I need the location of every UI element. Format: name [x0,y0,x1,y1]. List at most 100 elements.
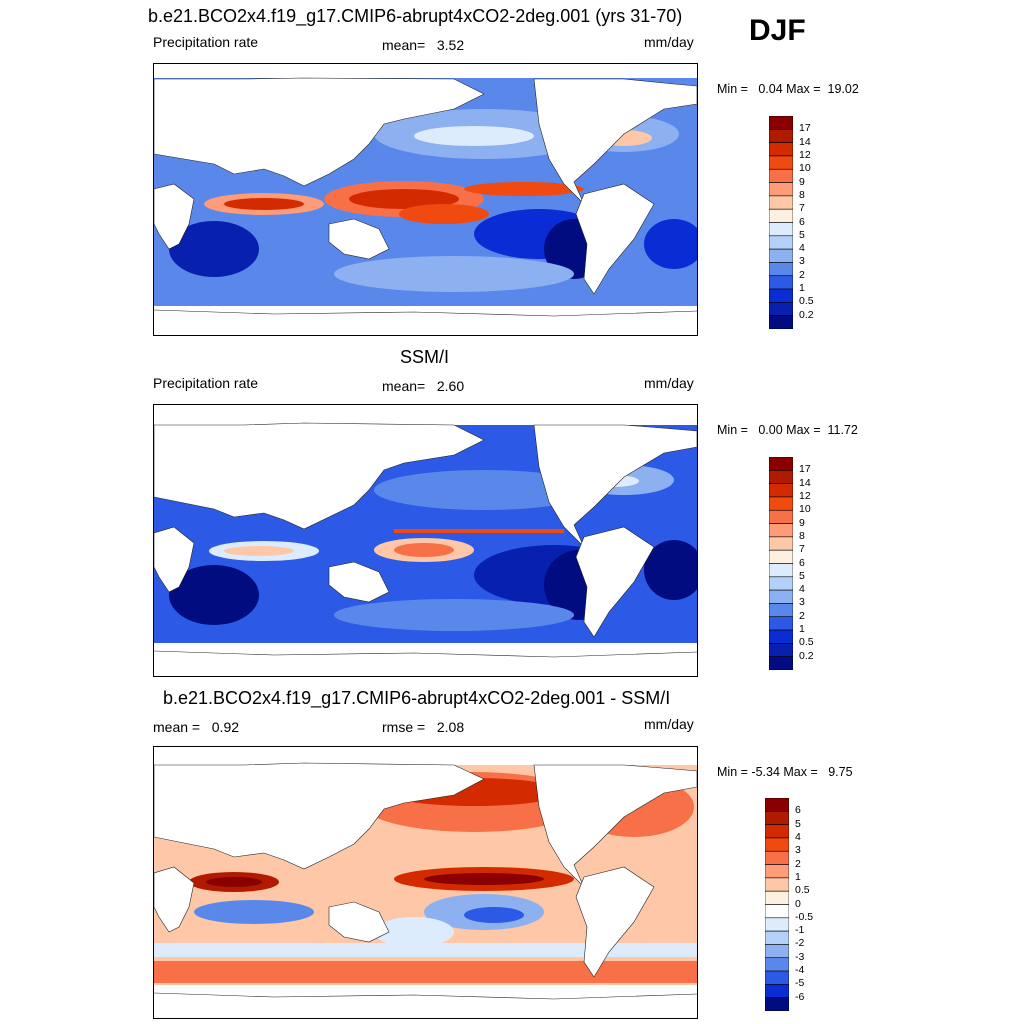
colorbar-swatch [769,576,793,591]
colorbar-swatch [769,155,793,170]
colorbar-tick-label: 12 [799,148,811,161]
panel-2-max-label: Max = [786,423,821,437]
colorbar-tick-label: 5 [795,817,801,830]
colorbar-swatch [769,195,793,210]
colorbar-tick-label: 12 [799,489,811,502]
colorbar-tick-label: 0.5 [799,295,814,308]
panel-3-rmse: rmse = 2.08 [382,719,464,735]
panel-2-max-value: 11.72 [827,423,858,437]
colorbar-swatch [765,837,789,852]
colorbar-tick-label: 2 [799,268,805,281]
colorbar-tick-label: 0 [795,897,801,910]
colorbar-swatches [769,116,793,329]
panel-2-min-value: 0.00 [758,423,783,437]
panel-2-minmax: Min = 0.00 Max = 11.72 [717,423,858,437]
colorbar-tick-label: -3 [795,950,805,963]
colorbar-swatch [769,142,793,157]
colorbar-tick-label: 17 [799,122,811,135]
colorbar-tick-label: 4 [799,242,805,255]
colorbar-tick-label: -4 [795,964,805,977]
colorbar-swatch [769,496,793,511]
colorbar-tick-label: -6 [795,990,805,1003]
panel-1-max-value: 19.02 [827,82,859,96]
colorbar-tick-label: 0.5 [795,884,810,897]
panel-3-mean: mean = 0.92 [153,719,239,735]
colorbar-tick-label: 4 [799,583,805,596]
panel-2-mean: mean= 2.60 [382,378,464,394]
panel-3-min-label: Min = [717,765,748,779]
colorbar-swatch [765,904,789,919]
colorbar-swatch [765,864,789,879]
panel-3-mean-label: mean = [153,719,201,735]
colorbar-tick-label: 8 [799,188,805,201]
panel-1-max-label: Max = [786,82,821,96]
panel-1-min-value: 0.04 [758,82,783,96]
colorbar-swatch [769,262,793,277]
colorbar-tick-label: 6 [799,556,805,569]
season-label: DJF [749,14,806,47]
colorbar-swatch [769,248,793,263]
panel-1-minmax: Min = 0.04 Max = 19.02 [717,82,859,96]
colorbar-swatch [765,850,789,865]
colorbar-swatch [769,182,793,197]
panel-2-mean-value: 2.60 [436,378,465,394]
colorbar-tick-label: 17 [799,463,811,476]
colorbar-swatch [769,643,793,657]
panel-2-title: SSM/I [400,347,450,367]
panel-2-colorbar: 17 14 12 10 9 8 7 6 5 4 3 2 1 0.5 0.2 [769,457,814,670]
colorbar-tick-label: -5 [795,977,805,990]
colorbar-tick-label: 7 [799,543,805,556]
panel-3-title: b.e21.BCO2x4.f19_g17.CMIP6-abrupt4xCO2-2… [163,688,671,708]
colorbar-tick-label: -1 [795,924,805,937]
colorbar-tick-label: 3 [799,255,805,268]
colorbar-swatch [769,457,793,471]
colorbar-tick-label: 8 [799,529,805,542]
colorbar-swatch [769,536,793,551]
colorbar-swatch [769,315,793,329]
panel-3-difference-map [153,746,698,1019]
colorbar-swatch [765,824,789,839]
panel-2-mean-label: mean= [382,378,426,394]
colorbar-swatches [765,798,789,1011]
panel-1-units: mm/day [644,34,694,50]
colorbar-swatch [769,116,793,130]
colorbar-swatch [765,970,789,985]
panel-2-units: mm/day [644,375,694,391]
panel-2-field-label: Precipitation rate [153,375,259,391]
colorbar-swatch [769,168,793,183]
colorbar-tick-label: 6 [795,804,801,817]
colorbar-swatch [769,616,793,631]
panel-1-mean-label: mean= [382,37,426,53]
colorbar-swatches [769,457,793,670]
colorbar-tick-label: 0.2 [799,308,814,321]
colorbar-tick-label: 9 [799,516,805,529]
panel-2-min-label: Min = [717,423,748,437]
panel-3-colorbar: 6 5 4 3 2 1 0.5 0 -0.5 -1 -2 -3 -4 -5 -6 [765,798,813,1011]
colorbar-swatch [769,235,793,250]
panel-3-mean-value: 0.92 [211,719,240,735]
colorbar-tick-label: 5 [799,228,805,241]
panel-1-mean-value: 3.52 [436,37,465,53]
panel-2-precip-map [153,404,698,677]
colorbar-tick-label: 1 [799,623,805,636]
colorbar-swatch [765,984,789,998]
colorbar-tick-label: 0.2 [799,649,814,662]
colorbar-swatch [769,603,793,618]
panel-3-units: mm/day [644,716,694,732]
colorbar-tick-label: 10 [799,162,811,175]
colorbar-tick-label: 4 [795,830,801,843]
colorbar-tick-label: 10 [799,503,811,516]
colorbar-swatch [765,930,789,945]
panel-3-minmax: Min = -5.34 Max = 9.75 [717,765,853,779]
colorbar-swatch [769,288,793,303]
colorbar-tick-label: 9 [799,175,805,188]
panel-1-title: b.e21.BCO2x4.f19_g17.CMIP6-abrupt4xCO2-2… [148,6,683,26]
colorbar-tick-label: 3 [795,844,801,857]
colorbar-swatch [769,589,793,604]
colorbar-swatch [765,877,789,892]
colorbar-tick-label: -0.5 [795,910,814,923]
panel-1-field-label: Precipitation rate [153,34,259,50]
colorbar-swatch [765,957,789,972]
colorbar-swatch [769,523,793,538]
colorbar-tick-label: 2 [799,609,805,622]
